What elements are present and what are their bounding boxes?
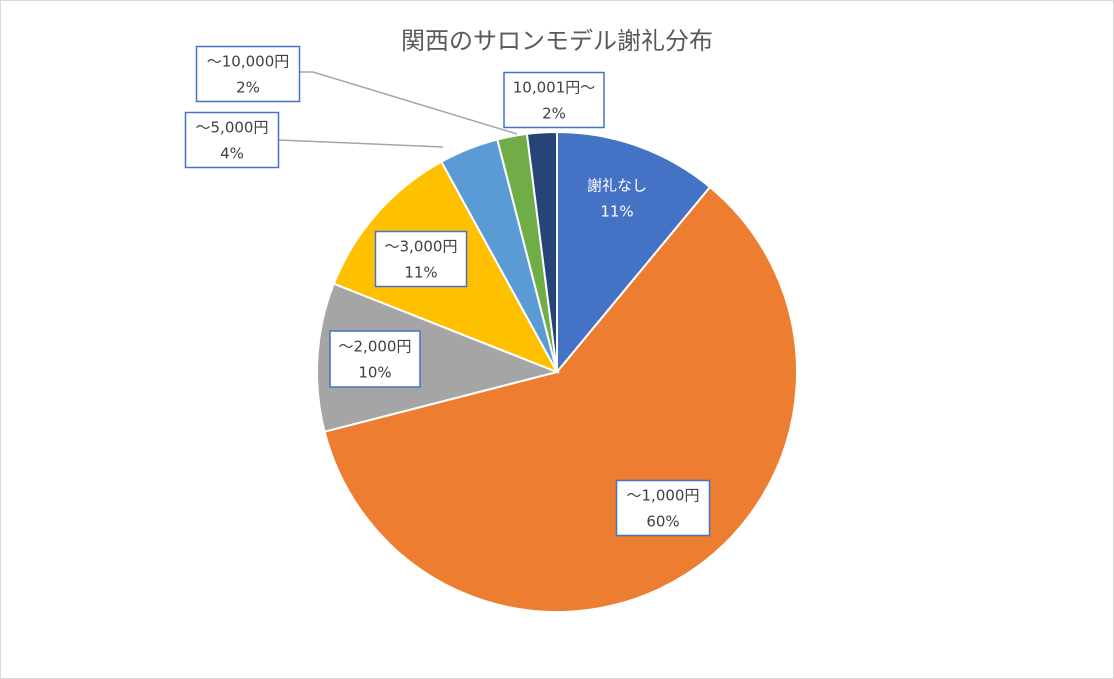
data-label-name: ～2,000円 [339,338,412,356]
leader-line [278,139,444,148]
label-box [195,45,301,103]
label-box [184,111,280,169]
data-label-value: 11% [404,264,437,282]
chart-title: 関西のサロンモデル謝礼分布 [401,27,713,55]
label-box [503,71,605,129]
leader-line [300,71,518,135]
data-label-value: 10% [358,364,391,382]
label-box [615,479,711,537]
data-label-name: ～1,000円 [627,487,700,505]
label-box [329,330,421,388]
data-label-name: 10,001円～ [513,79,596,97]
pie-slice [556,130,712,375]
data-label-value: 60% [646,513,679,531]
data-label-name: 謝礼なし [587,177,647,195]
data-label-value: 2% [542,105,566,123]
pie-slice [525,130,558,373]
pie-slice [316,282,561,433]
data-label-name: ～5,000円 [196,119,269,137]
data-label-value: 4% [220,145,244,163]
data-label-value: 2% [236,79,260,97]
data-label-name: ～10,000円 [207,53,290,71]
data-label-name: ～3,000円 [385,238,458,256]
label-box [374,230,468,288]
data-label-value: 11% [600,203,633,221]
